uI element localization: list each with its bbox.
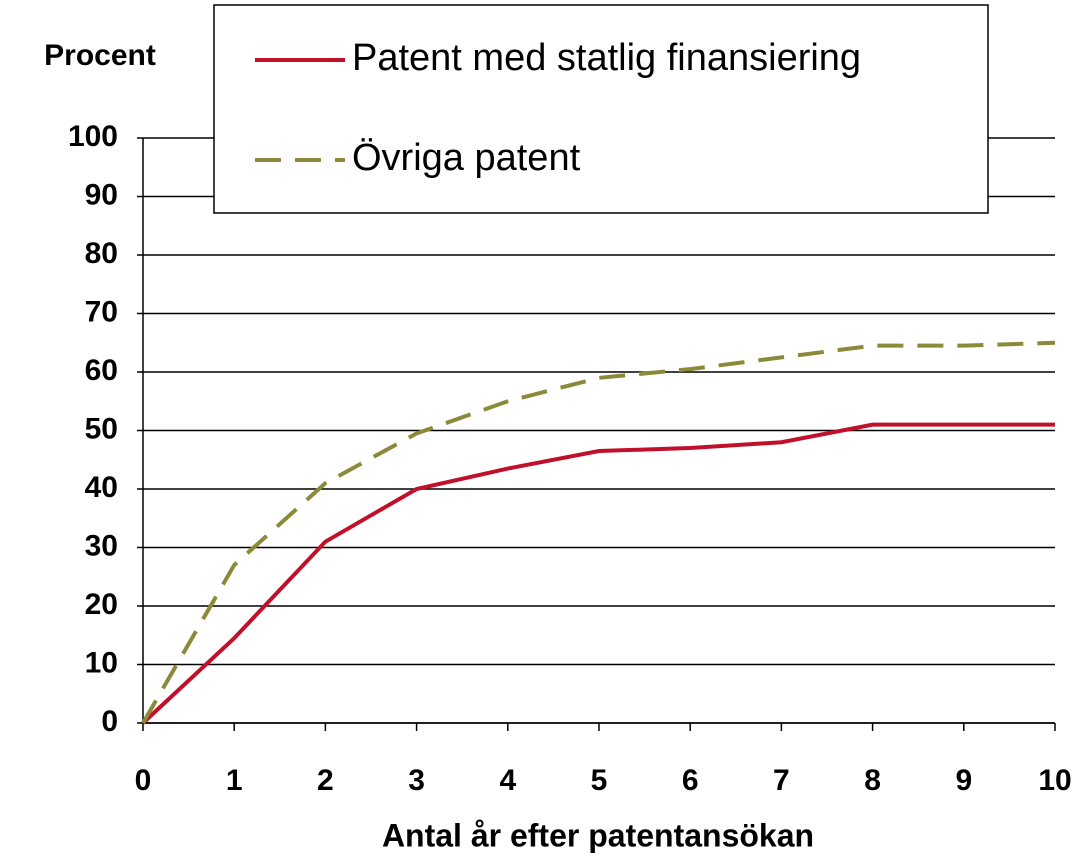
y-tick-label: 70 (85, 295, 118, 328)
x-tick-label: 0 (135, 764, 152, 797)
y-axis-label: Procent (44, 39, 156, 72)
y-tick-label: 60 (85, 354, 118, 387)
x-tick-label: 1 (226, 764, 243, 797)
y-tick-label: 80 (85, 237, 118, 270)
legend-box (213, 4, 989, 214)
x-tick-label: 8 (864, 764, 881, 797)
x-tick-label: 4 (499, 764, 516, 797)
x-tick-label: 9 (955, 764, 972, 797)
legend-label: Patent med statlig finansiering (352, 37, 861, 79)
x-tick-label: 2 (317, 764, 334, 797)
y-tick-label: 40 (85, 471, 118, 504)
y-tick-label: 100 (68, 120, 118, 153)
y-tick-label: 10 (85, 646, 118, 679)
legend-label: Övriga patent (352, 137, 581, 179)
y-tick-label: 0 (101, 705, 118, 738)
y-tick-label: 20 (85, 588, 118, 621)
y-tick-label: 30 (85, 529, 118, 562)
series-line (141, 340, 1056, 725)
y-tick-label: 50 (85, 412, 118, 445)
x-axis-label: Antal år efter patentansökan (382, 817, 814, 853)
y-tick-label: 90 (85, 178, 118, 211)
x-tick-label: 10 (1038, 764, 1071, 797)
x-tick-label: 3 (408, 764, 425, 797)
x-tick-label: 6 (682, 764, 699, 797)
series-line (141, 422, 1055, 725)
x-tick-label: 7 (773, 764, 790, 797)
x-tick-label: 5 (591, 764, 608, 797)
